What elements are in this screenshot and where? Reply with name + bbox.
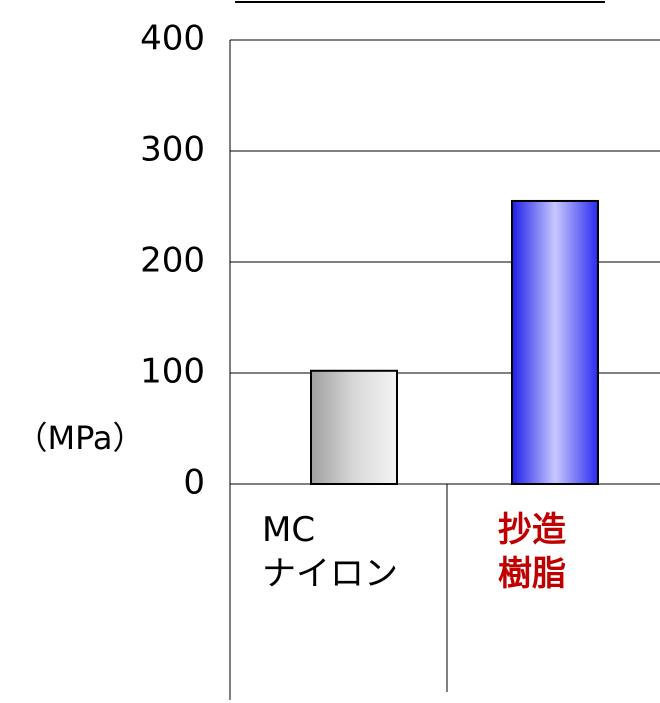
x-tick-label: 抄造 樹脂 [498, 510, 566, 594]
bar [511, 199, 599, 485]
y-unit-label: （MPa） [15, 419, 144, 457]
y-tick-label: 100 [140, 352, 205, 392]
y-tick-label: 0 [183, 463, 205, 503]
x-tick-label: MC ナイロン [262, 510, 398, 594]
y-tick-label: 200 [140, 241, 205, 281]
bar [310, 369, 398, 485]
y-tick-label: 400 [140, 19, 205, 59]
y-tick-label: 300 [140, 130, 205, 170]
